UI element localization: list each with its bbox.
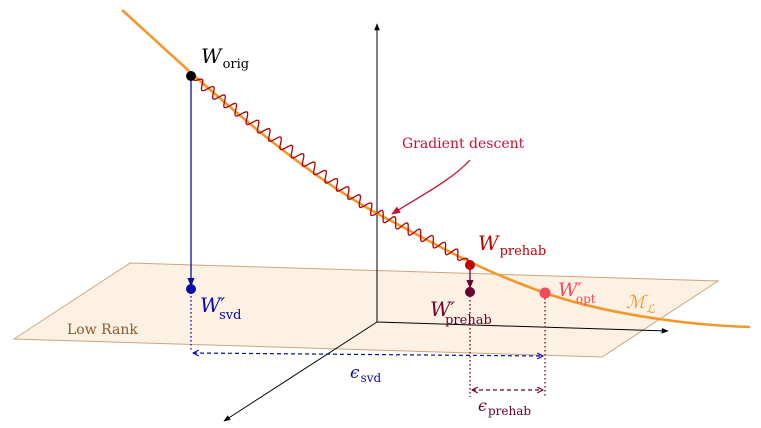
y-axis	[223, 321, 378, 422]
w-svd-prime-point	[186, 284, 196, 294]
eps-svd-dimension	[193, 353, 543, 356]
manifold-curve	[121, 9, 751, 329]
low-rank-label: Low Rank	[67, 322, 138, 338]
w-orig-point	[186, 71, 196, 81]
w-opt-prime-point	[539, 287, 551, 299]
eps-svd-label: ϵsvd	[350, 363, 381, 385]
x-axis	[376, 321, 669, 334]
w-prehab-prime-point	[465, 287, 475, 297]
w-prehab-prime-label: W′prehab	[430, 297, 492, 328]
gradient-descent-pointer	[391, 159, 471, 215]
w-prehab-point	[465, 260, 475, 270]
w-svd-prime-label: W′svd	[200, 293, 241, 323]
w-orig-label: Worig	[201, 44, 249, 72]
eps-prehab-label: ϵprehab	[478, 396, 531, 418]
gradient-descent-label: Gradient descent	[402, 136, 525, 152]
manifold-label: ℳℒ	[626, 292, 655, 316]
w-prehab-label: Wprehab	[478, 231, 546, 259]
gradient-descent-path	[190, 75, 471, 263]
w-opt-prime-label: W′opt	[558, 279, 596, 306]
